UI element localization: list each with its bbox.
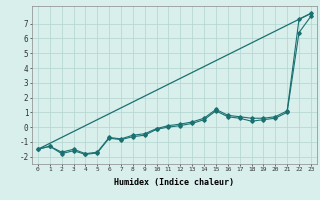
X-axis label: Humidex (Indice chaleur): Humidex (Indice chaleur) bbox=[115, 178, 234, 187]
